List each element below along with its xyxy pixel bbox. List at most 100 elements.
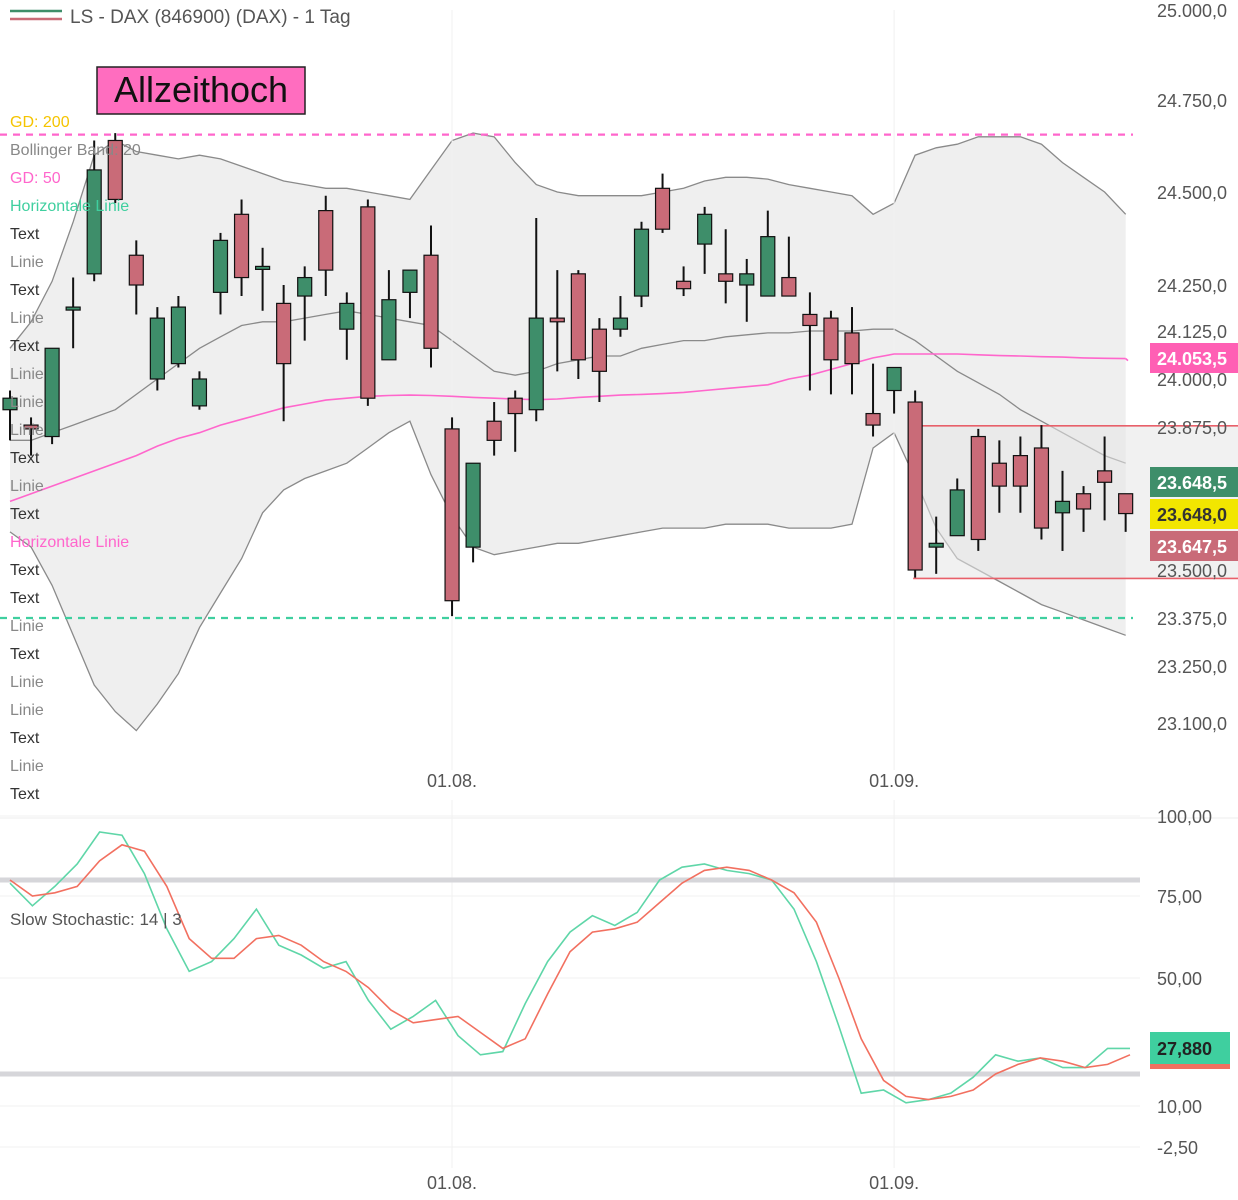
candles (2, 133, 1134, 617)
stoch-tick-2: 50,00 (1157, 969, 1202, 989)
candle-body-34 (718, 273, 734, 282)
legend-item-16: Text (10, 562, 40, 579)
chart-title: LS - DAX (846900) (DAX) - 1 Tag (70, 7, 351, 28)
candle-body-23 (486, 420, 502, 441)
candle-body-13 (276, 302, 292, 365)
candle-body-20 (423, 254, 439, 349)
legend-item-12: Text (10, 450, 40, 467)
legend-item-2: GD: 50 (10, 170, 61, 187)
bollinger-fill (10, 133, 1126, 731)
price-tick-3: 24.250,0 (1157, 276, 1227, 296)
candle-body-48 (1012, 455, 1029, 487)
legend-item-19: Text (10, 646, 40, 663)
price-tick-1: 24.750,0 (1157, 91, 1227, 111)
stoch-tick-3: 10,00 (1157, 1097, 1202, 1117)
candle-body-40 (844, 332, 860, 365)
price-tag-2: 23.648,0 (1157, 505, 1227, 525)
legend-item-4: Text (10, 226, 40, 243)
legend-item-0: GD: 200 (10, 114, 70, 131)
ma50-line-tail (1125, 358, 1129, 362)
candle-body-43 (907, 401, 923, 571)
legend-item-17: Text (10, 590, 40, 607)
stoch-series-0 (9, 831, 1130, 1104)
candle-body-33 (697, 213, 713, 245)
legend-item-23: Linie (10, 758, 44, 775)
candle-body-37 (781, 276, 797, 297)
price-tick-5: 24.000,0 (1157, 370, 1227, 390)
candle-body-31 (654, 187, 671, 230)
price-tick-0: 25.000,0 (1157, 1, 1227, 21)
all-time-high-annotation[interactable]: Allzeithoch (96, 66, 306, 115)
candle-body-27 (570, 273, 586, 361)
time-tick-main-1: 01.09. (869, 771, 919, 791)
stoch-series-1 (9, 843, 1131, 1101)
legend-item-18: Linie (10, 618, 44, 635)
price-tag-0: 24.053,5 (1157, 349, 1227, 369)
legend-item-8: Text (10, 338, 40, 355)
chart-header: LS - DAX (846900) (DAX) - 1 Tag (10, 7, 351, 28)
candle-body-14 (297, 276, 313, 297)
stoch-time-tick-0: 01.08. (427, 1173, 477, 1193)
candle-body-8 (170, 306, 186, 365)
legend-item-5: Linie (10, 254, 44, 271)
stoch-tag-underline (1150, 1064, 1230, 1069)
candle-body-16 (339, 302, 355, 330)
candle-body-6 (128, 254, 144, 286)
candle-body-29 (612, 317, 629, 330)
ma50-line (9, 353, 1126, 503)
legend-item-21: Linie (10, 702, 44, 719)
candle-body-32 (675, 280, 692, 290)
bollinger-mid-line (10, 310, 1126, 464)
candle-body-9 (191, 378, 208, 407)
candle-body-21 (444, 428, 460, 602)
candle-body-26 (549, 317, 565, 323)
stoch-tag-bg (1150, 1032, 1230, 1064)
candle-body-18 (381, 299, 397, 361)
price-tag-bg-1 (1150, 467, 1238, 497)
price-tick-10: 23.100,0 (1157, 714, 1227, 734)
annotation-box (96, 66, 306, 115)
indicator-legend: GD: 200 Bollinger Band: 20 GD: 50 Horizonta… (10, 114, 141, 803)
price-tick-4: 24.125,0 (1157, 322, 1227, 342)
candle-body-51 (1075, 493, 1092, 510)
stoch-tick-4: -2,50 (1157, 1138, 1198, 1158)
price-tick-9: 23.250,0 (1157, 657, 1227, 677)
stoch-tag-label: 27,880 (1157, 1039, 1212, 1059)
candle-body-1 (23, 424, 39, 430)
moving-average (9, 353, 1129, 503)
bollinger-band (9, 132, 1127, 732)
candle-body-53 (1118, 493, 1134, 515)
price-axis: 25.000,0 24.750,0 24.500,0 24.250,0 24.125,0… (1157, 1, 1227, 734)
candle-body-44 (928, 542, 944, 548)
price-tags: 24.053,5 23.648,5 23.648,0 23.647,5 (1150, 343, 1238, 561)
candle-body-4 (86, 169, 102, 275)
time-tick-main-0: 01.08. (427, 771, 477, 791)
bollinger-upper-line (9, 132, 1127, 349)
stoch-tick-0: 100,00 (1157, 807, 1212, 827)
candle-body-46 (970, 435, 986, 541)
candle-body-2 (44, 347, 60, 438)
candle-body-5 (107, 139, 123, 201)
candle-body-3 (65, 306, 81, 311)
candle-body-28 (591, 328, 608, 372)
candle-body-11 (233, 213, 250, 279)
price-tag-3: 23.647,5 (1157, 537, 1227, 557)
legend-item-20: Linie (10, 674, 44, 691)
legend-item-11: Linie (10, 422, 44, 439)
candle-body-45 (949, 489, 965, 537)
legend-item-1: Bollinger Band: 20 (10, 142, 141, 159)
candle-body-0 (2, 397, 18, 411)
price-tag-bg-3 (1150, 531, 1238, 561)
candle-body-41 (865, 412, 881, 426)
candle-body-39 (823, 317, 839, 361)
price-tick-8: 23.375,0 (1157, 609, 1227, 629)
legend-item-3: Horizontale Linie (10, 198, 129, 215)
legend-item-7: Linie (10, 310, 44, 327)
legend-item-14: Text (10, 506, 40, 523)
candle-body-30 (633, 228, 650, 297)
price-tick-7: 23.500,0 (1157, 561, 1227, 581)
stochastic-panel: 100,00 75,00 50,00 10,00 -2,50 01.08. 01.09. 27… (0, 800, 1238, 1193)
legend-item-15: Horizontale Linie (10, 534, 129, 551)
price-tag-bg-2 (1150, 499, 1238, 529)
